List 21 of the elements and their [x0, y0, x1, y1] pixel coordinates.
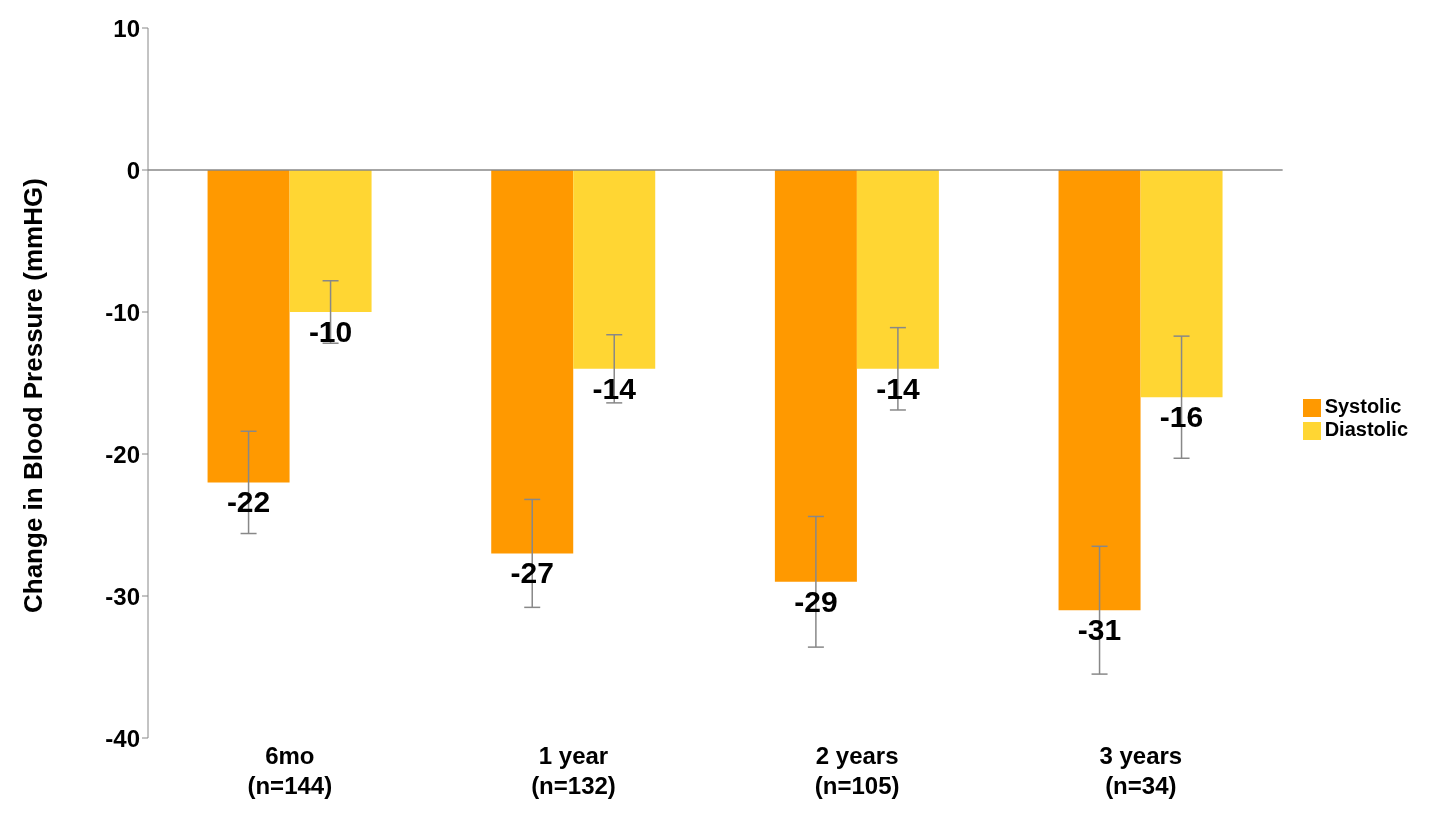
data-label: -16 [1159, 400, 1204, 434]
x-tick-label: 2 years (n=105) [814, 742, 900, 799]
x-tick-label: 3 years (n=34) [1099, 742, 1183, 799]
y-tick-label: 0 [126, 156, 140, 184]
x-tick-label: 1 year (n=132) [531, 742, 616, 799]
data-label: -27 [510, 556, 554, 590]
y-tick-label: -10 [105, 298, 140, 326]
legend-label: Systolic [1324, 395, 1402, 417]
data-label: -14 [592, 371, 637, 405]
y-tick-label: -40 [105, 724, 140, 752]
data-label: -10 [308, 315, 353, 348]
y-tick-label: 10 [113, 14, 140, 42]
x-tick-label: 6mo (n=144) [247, 742, 333, 799]
y-tick-label: -20 [105, 440, 140, 468]
y-tick-label: -30 [105, 582, 140, 610]
legend-label: Diastolic [1324, 418, 1408, 440]
y-axis-title: Change in Blood Pressure (mmHG) [18, 178, 49, 613]
data-label: -29 [794, 584, 838, 618]
data-label: -14 [876, 371, 920, 405]
data-label: -31 [1077, 613, 1122, 647]
data-label: -22 [226, 485, 271, 519]
